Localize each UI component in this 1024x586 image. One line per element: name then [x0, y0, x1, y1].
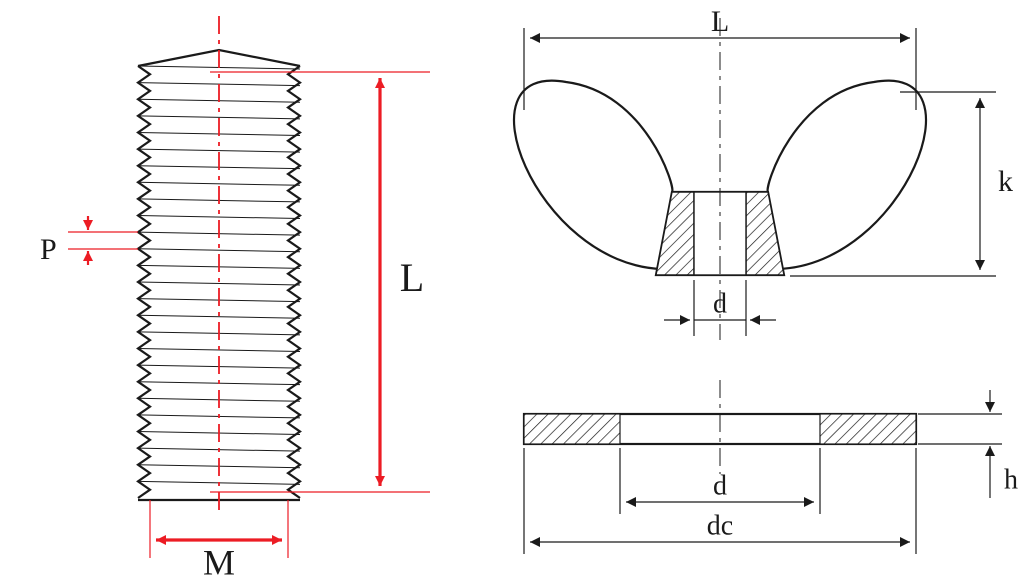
washer-hatch-left [524, 414, 620, 444]
wing-right [768, 81, 926, 269]
threaded-rod [68, 16, 430, 558]
label-M: M [203, 542, 235, 582]
label-d2: d [713, 470, 727, 501]
label-k: k [998, 165, 1013, 198]
washer-hatch-right [820, 414, 916, 444]
wing-nut [514, 18, 996, 340]
label-L: L [400, 255, 424, 300]
wing-left [514, 81, 672, 269]
label-d: d [713, 288, 727, 319]
label-h: h [1004, 464, 1018, 495]
washer [524, 380, 1002, 554]
label-dc: dc [707, 510, 733, 541]
label-P: P [40, 233, 57, 266]
label-L2: L [711, 5, 729, 38]
